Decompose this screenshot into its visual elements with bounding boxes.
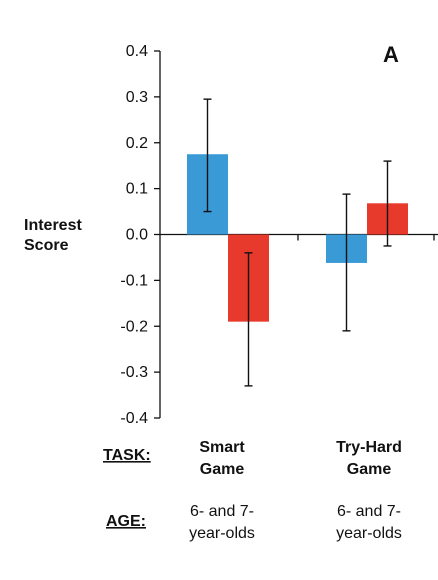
age-label: 6- and 7- <box>190 503 254 520</box>
task-row-label: TASK: <box>103 447 151 464</box>
task-label: Smart <box>199 439 245 456</box>
y-tick-label: -0.3 <box>120 364 148 381</box>
age-label: year-olds <box>189 525 255 542</box>
y-tick-label: 0.4 <box>126 43 148 60</box>
y-tick-label: 0.1 <box>126 181 148 198</box>
y-tick-label: 0.3 <box>126 89 148 106</box>
y-tick-label: -0.2 <box>120 318 148 335</box>
task-label: Game <box>200 461 245 478</box>
y-axis-label-line2: Score <box>24 237 69 254</box>
y-axis-label-line1: Interest <box>24 217 82 234</box>
y-tick-label: -0.4 <box>120 410 148 427</box>
task-label: Game <box>347 461 392 478</box>
y-tick-label: 0.2 <box>126 135 148 152</box>
panel-label: A <box>383 42 399 67</box>
y-tick-label: 0.0 <box>126 227 148 244</box>
y-tick-label: -0.1 <box>120 272 148 289</box>
age-label: year-olds <box>336 525 402 542</box>
labels: Smart Game 6- and 7- year-olds Try-Hard Game 6… <box>189 439 402 542</box>
task-label: Try-Hard <box>336 439 402 456</box>
error-bars <box>203 98 392 387</box>
age-row-label: AGE: <box>106 513 146 530</box>
age-label: 6- and 7- <box>337 503 401 520</box>
axes: 0.4 0.3 0.2 0.1 0.0 -0.1 -0.2 -0.3 -0.4 <box>120 43 438 427</box>
